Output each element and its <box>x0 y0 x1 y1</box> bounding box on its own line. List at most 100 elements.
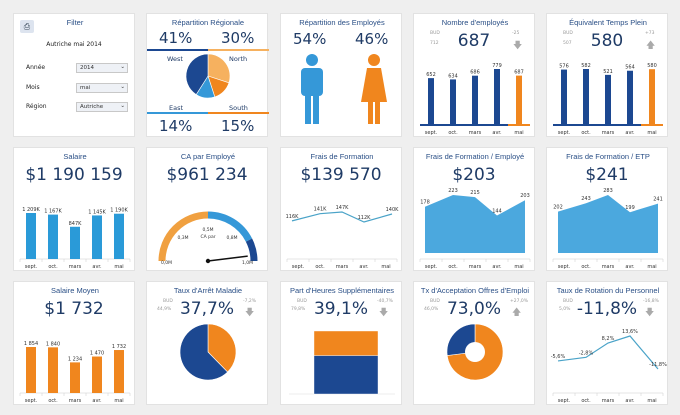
gauge-hub <box>205 258 211 264</box>
west-line <box>147 49 208 51</box>
overtime-card: Part d'Heures Supplémentaires BUD 79,8% … <box>280 281 402 405</box>
data-label: -11,8% <box>649 362 667 368</box>
x-tick-label: avr. <box>359 264 369 270</box>
pie-slice <box>207 53 231 84</box>
man-icon <box>301 54 323 124</box>
north-pct: 30% <box>221 29 255 47</box>
south-line <box>208 112 269 114</box>
data-label: 241 <box>653 197 663 203</box>
bar <box>627 70 633 125</box>
arrow-up-icon: 🡅 <box>512 308 522 318</box>
bar <box>92 215 102 259</box>
bar-value-label: 1 470 <box>90 351 104 357</box>
fte-card: sept. oct. mars avr. mai 576 582 521 564 580 Équi… <box>546 13 668 137</box>
filter-title: Filter <box>66 18 84 27</box>
revenue-gauge: 0,0M 0,3M 0,5M 0,8M 1,0M CA par <box>158 211 258 266</box>
kpi-value: 580 <box>590 31 624 51</box>
x-tick-label: oct. <box>48 398 58 404</box>
sick-rate-pie-chart <box>179 323 237 381</box>
bud-value: 79,8% <box>291 307 306 312</box>
card-title: CA par Employé <box>180 152 236 161</box>
kpi-value: 73,0% <box>446 299 501 319</box>
month-select[interactable]: mai ⌄ <box>76 83 128 93</box>
bar <box>472 75 478 125</box>
bud-value: 44,9% <box>157 307 172 312</box>
month-value: mai <box>80 85 91 91</box>
card-title: Taux de Rotation du Personnel <box>556 286 660 295</box>
card-title: Frais de Formation / Employé <box>425 152 525 161</box>
training-cost-card: sept. oct. mars avr. mai 116K 141K 147K 112K 140K… <box>280 147 402 271</box>
west-label: West <box>167 55 183 63</box>
x-tick-label: mars <box>69 398 82 404</box>
delta-value: -40,7% <box>377 299 393 304</box>
kpi-value: $1 732 <box>44 299 104 319</box>
data-label: 140K <box>386 207 400 213</box>
x-tick-label: avr. <box>625 130 635 136</box>
bud-value: 712 <box>430 41 439 46</box>
print-icon[interactable]: ⎙ <box>20 20 34 33</box>
kpi-value: $1 190 159 <box>25 165 123 185</box>
year-label: Année <box>26 64 46 71</box>
data-label: 203 <box>520 193 530 199</box>
filter-card: ⎙ Filter Autriche mai 2014 Année 2014 ⌄ M… <box>13 13 135 137</box>
pie-slice <box>179 323 228 381</box>
training-per-employee-area-chart: sept. oct. mars avr. mai 178 223 215 144 203 <box>419 188 531 270</box>
x-tick-label: avr. <box>625 398 635 404</box>
delta-value: +73 <box>645 31 655 36</box>
headcount-bar-chart: sept. oct. mars avr. mai 652 634 686 779 687 <box>420 63 530 136</box>
x-tick-label: oct. <box>581 264 591 270</box>
x-tick-label: avr. <box>492 264 502 270</box>
year-select[interactable]: 2014 ⌄ <box>76 63 128 73</box>
bar-value-label: 1 167K <box>44 209 62 215</box>
delta-value: -25 <box>512 31 520 36</box>
year-value: 2014 <box>80 65 94 71</box>
arrow-up-icon: 🡅 <box>646 41 656 51</box>
x-tick-label: mai <box>114 264 123 270</box>
card-title: Taux d'Arrêt Maladie <box>173 286 243 295</box>
x-tick-label: mai <box>381 264 390 270</box>
bar <box>516 75 522 125</box>
bar <box>450 79 456 125</box>
pie-slice <box>207 323 237 373</box>
bar <box>561 69 567 125</box>
bar-value-label: 1 732 <box>112 344 126 350</box>
bud-label: BUD <box>430 31 440 36</box>
x-tick-label: sept. <box>25 264 38 270</box>
training-per-fte-card: sept. oct. mars avr. mai 202 243 283 199 241 Frai… <box>546 147 668 271</box>
x-tick-label: mars <box>69 264 82 270</box>
region-select[interactable]: Autriche ⌄ <box>76 102 128 112</box>
salary-bar-chart: sept. oct. mars avr. mai 1 209K 1 167K 847K 1 14… <box>19 207 131 270</box>
x-tick-label: sept. <box>558 264 571 270</box>
gauge-tick-label: 1,0M <box>242 260 253 266</box>
x-tick-label: avr. <box>92 398 102 404</box>
gauge-band-low <box>158 211 209 262</box>
bar-value-label: 580 <box>647 63 657 69</box>
training-per-employee-card: sept. oct. mars avr. mai 178 223 215 144 203 Frai… <box>413 147 535 271</box>
south-label: South <box>229 104 248 112</box>
bar-value-label: 521 <box>603 69 613 75</box>
arrow-down-icon: 🡇 <box>245 308 255 318</box>
bud-value: 46,0% <box>424 307 439 312</box>
gauge-needle <box>207 255 248 262</box>
bar-value-label: 779 <box>492 63 502 69</box>
bar <box>114 350 124 393</box>
x-tick-label: oct. <box>315 264 325 270</box>
kpi-value: 39,1% <box>313 299 368 319</box>
x-tick-label: sept. <box>25 398 38 404</box>
delta-value: -16,8% <box>643 299 659 304</box>
bar-value-label: 582 <box>581 63 591 69</box>
bud-label: BUD <box>297 299 307 304</box>
x-tick-label: sept. <box>558 130 571 136</box>
x-tick-label: avr. <box>92 264 102 270</box>
kpi-value: $203 <box>452 165 496 185</box>
card-title: Part d'Heures Supplémentaires <box>290 286 394 295</box>
pie-slice <box>185 53 209 95</box>
bud-label: BUD <box>430 299 440 304</box>
x-tick-label: oct. <box>581 398 591 404</box>
bar <box>494 69 500 125</box>
bud-label: BUD <box>563 299 573 304</box>
south-pct: 15% <box>221 117 255 135</box>
data-label: 144 <box>492 209 502 215</box>
sick-rate-card: Taux d'Arrêt Maladie BUD 44,9% 37,7% -7,… <box>146 281 268 405</box>
x-tick-label: sept. <box>558 398 571 404</box>
